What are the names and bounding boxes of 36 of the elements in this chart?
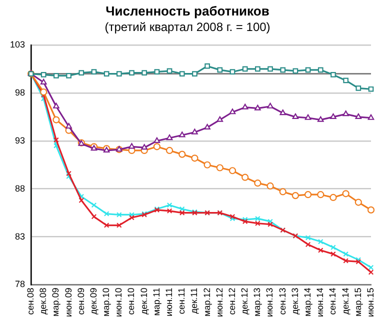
x-tick-label: мар.12 — [202, 288, 212, 316]
y-tick-label: 78 — [15, 279, 26, 290]
x-tick-label: июн.13 — [264, 288, 275, 318]
x-tick-label: сен.11 — [176, 288, 187, 314]
x-tick-label: сен.12 — [226, 288, 237, 315]
chart-subtitle: (третий квартал 2008 г. = 100) — [104, 20, 270, 34]
x-tick-label: июн.12 — [214, 288, 224, 318]
chart-title: Численность работников — [106, 3, 270, 18]
y-tick-label: 98 — [15, 87, 26, 98]
x-tick-label: июн.10 — [114, 288, 124, 318]
x-tick-label: дек.10 — [138, 288, 149, 314]
x-tick-label: дек.13 — [290, 288, 300, 314]
x-tick-label: сен.08 — [26, 288, 36, 315]
x-tick-label: июн.14 — [315, 288, 326, 318]
x-tick-label: мар.09 — [50, 288, 61, 316]
x-tick-label: дек.11 — [189, 288, 200, 314]
x-tick-label: сен.10 — [126, 288, 136, 315]
y-tick-label: 93 — [15, 135, 26, 146]
x-tick-label: мар.15 — [352, 288, 363, 316]
x-tick-label: сен.13 — [277, 288, 288, 315]
y-tick-label: 103 — [10, 39, 26, 50]
x-tick-label: сен.09 — [76, 288, 86, 315]
x-tick-label: мар.14 — [302, 288, 313, 316]
x-tick-label: июн.09 — [63, 288, 74, 318]
x-tick-label: дек.08 — [38, 288, 48, 314]
x-tick-label: мар.10 — [101, 288, 112, 316]
x-tick-label: дек.12 — [240, 288, 250, 314]
x-tick-label: дек.14 — [340, 288, 350, 314]
x-tick-label: мар.13 — [252, 288, 262, 316]
x-tick-label: июн.15 — [365, 288, 376, 318]
y-tick-label: 88 — [15, 183, 26, 194]
y-tick-label: 83 — [15, 231, 26, 242]
x-tick-label: сен.14 — [328, 288, 338, 315]
x-tick-label: июн.11 — [164, 288, 174, 316]
x-tick-label: мар.11 — [151, 288, 162, 316]
x-tick-label: дек.09 — [88, 288, 98, 314]
